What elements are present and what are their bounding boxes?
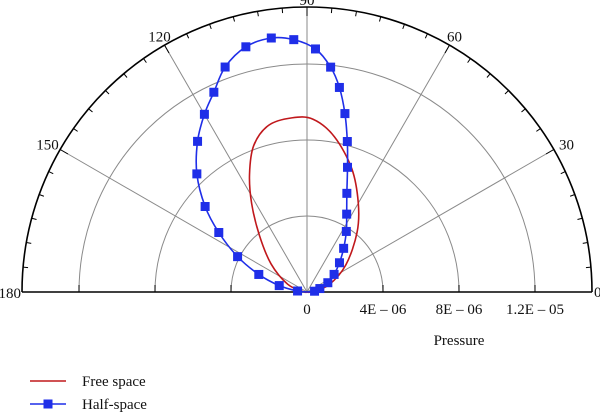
legend-label-half-space: Half-space xyxy=(82,397,147,413)
half-space-point xyxy=(274,281,284,291)
angle-tick xyxy=(424,33,428,39)
half-space-line xyxy=(195,36,349,293)
angle-gridline-120 xyxy=(164,44,308,293)
angle-gridline-30 xyxy=(306,149,555,293)
radial-tick-label: 4E – 06 xyxy=(360,302,407,318)
half-space-point xyxy=(266,33,276,43)
angle-tick xyxy=(521,108,526,113)
angle-label-30: 30 xyxy=(559,138,574,154)
legend-marker-half-space xyxy=(43,399,53,409)
half-space-point xyxy=(241,42,251,52)
angle-tick xyxy=(105,90,110,95)
half-space-point xyxy=(310,44,320,54)
half-space-point xyxy=(200,202,210,212)
center-label: 0 xyxy=(303,302,311,318)
angle-tick xyxy=(88,108,93,113)
half-space-point xyxy=(342,137,352,147)
angle-tick xyxy=(486,73,491,78)
half-space-point xyxy=(209,87,219,97)
radial-gridline-2 xyxy=(78,63,536,293)
half-space-point xyxy=(323,278,333,288)
half-space-point xyxy=(343,162,353,172)
series-layer xyxy=(192,33,360,296)
half-space-point xyxy=(199,109,209,119)
half-space-point xyxy=(339,243,349,253)
half-space-point xyxy=(334,258,344,268)
angle-tick xyxy=(26,242,32,244)
angle-gridline-150 xyxy=(59,149,308,293)
angle-tick xyxy=(73,128,78,132)
radial-axis-title: Pressure xyxy=(434,333,485,349)
angle-tick xyxy=(560,171,566,175)
angle-tick xyxy=(123,73,128,78)
angle-label-60: 60 xyxy=(447,30,462,46)
angle-tick xyxy=(48,171,54,175)
radial-gridline-1 xyxy=(154,139,460,293)
half-space-point xyxy=(326,62,336,72)
half-space-point xyxy=(315,284,325,294)
angle-tick xyxy=(209,24,212,30)
angle-tick xyxy=(577,217,583,221)
angle-tick xyxy=(504,90,509,95)
angle-tick xyxy=(355,11,357,17)
half-space-point xyxy=(214,228,224,238)
half-space-point xyxy=(329,269,339,279)
label-layer: 0 30 60 90 120 150 180 0 4E – 06 8E – 06 1.2E – 05… xyxy=(0,0,600,349)
angle-gridline-60 xyxy=(306,44,450,293)
half-space-point xyxy=(341,226,351,236)
half-space-point xyxy=(193,136,203,146)
angle-tick xyxy=(569,194,575,197)
half-space-point xyxy=(334,82,344,92)
angle-label-120: 120 xyxy=(148,30,171,46)
angle-label-150: 150 xyxy=(36,138,59,154)
half-space-point xyxy=(340,109,350,119)
angle-tick xyxy=(467,58,471,63)
angle-tick xyxy=(257,11,259,17)
angle-tick xyxy=(59,149,69,155)
grid-layer xyxy=(21,6,593,293)
angle-tick xyxy=(186,33,190,39)
half-space-point xyxy=(310,286,320,296)
half-space-point xyxy=(293,286,303,296)
half-space-point xyxy=(342,188,352,198)
angle-tick xyxy=(582,242,588,244)
angle-tick xyxy=(378,16,382,22)
angle-label-0: 0 xyxy=(594,285,600,301)
angle-tick xyxy=(39,194,45,197)
angle-tick xyxy=(31,217,37,221)
half-space-point xyxy=(220,62,230,72)
legend: Free space Half-space xyxy=(30,374,147,413)
radial-tick-label: 1.2E – 05 xyxy=(506,302,564,318)
legend-label-free-space: Free space xyxy=(82,374,146,390)
angle-tick xyxy=(536,128,541,132)
radial-tick-label: 8E – 06 xyxy=(436,302,483,318)
half-space-point xyxy=(254,269,264,279)
angle-tick xyxy=(164,44,170,54)
angle-tick xyxy=(232,16,236,22)
angle-tick xyxy=(143,58,147,63)
angle-tick xyxy=(402,24,405,30)
free-space-line xyxy=(248,116,360,294)
half-space-point xyxy=(233,252,243,262)
angle-label-90: 90 xyxy=(300,0,315,9)
half-space-point xyxy=(342,209,352,219)
angle-tick xyxy=(545,149,555,155)
angle-tick xyxy=(444,44,450,54)
half-space-point xyxy=(289,35,299,45)
angle-label-180: 180 xyxy=(0,286,21,302)
half-space-point xyxy=(192,169,202,179)
